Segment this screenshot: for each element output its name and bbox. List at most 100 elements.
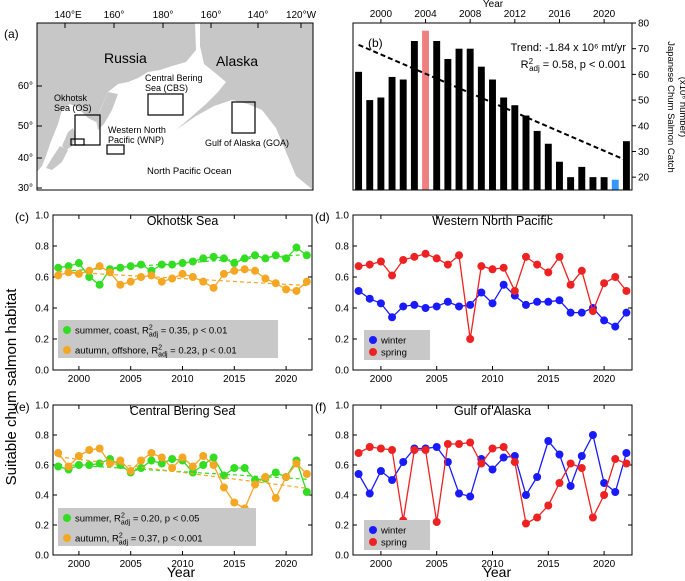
data-point (611, 455, 620, 463)
catch-plot-frame (352, 22, 633, 191)
data-point (199, 277, 208, 286)
data-point (85, 273, 94, 281)
data-point (116, 263, 125, 272)
data-point (399, 458, 408, 466)
data-point (521, 519, 530, 528)
catch-r2-annotation: R2 adj = 0.58, p < 0.001 (521, 57, 626, 73)
data-point (510, 452, 519, 460)
y-tick-label: 0.0 (335, 551, 349, 562)
legend: summer, R2 adj = 0.20, p < 0.05 autumn, R2… (58, 508, 256, 547)
data-point (455, 251, 464, 260)
data-point (188, 257, 197, 266)
y-tick-label: 0.4 (335, 304, 349, 315)
data-point (499, 443, 508, 451)
data-point (282, 473, 291, 481)
catch-bar-2000 (377, 97, 385, 190)
catch-y-ticks: 20 30 40 50 60 70 80 (632, 19, 650, 184)
data-point (302, 277, 311, 286)
data-point (168, 260, 177, 269)
catch-y-tick-label: 50 (638, 96, 650, 107)
data-point (95, 444, 104, 453)
data-point (555, 252, 564, 261)
data-point (282, 285, 291, 294)
data-point (354, 449, 363, 457)
data-point (95, 262, 104, 271)
legend-label: spring (381, 348, 407, 359)
data-point (376, 299, 385, 308)
legend-label: autumn, R2 adj = 0.37, p < 0.001 (75, 533, 203, 547)
legend-label: autumn, offshore, R2 adj = 0.23, p < 0.01 (75, 345, 237, 359)
x-tick-label: 2020 (275, 559, 298, 570)
data-point (443, 440, 452, 448)
y-tick-label: 0.8 (335, 242, 349, 253)
catch-bar-2002 (399, 79, 407, 190)
central-bering-sea-box (147, 93, 184, 116)
data-point (230, 464, 239, 472)
map-lon-label-120w: 120°W (286, 10, 317, 21)
data-point (488, 265, 497, 274)
alaska-landmass (176, 23, 313, 190)
data-point (488, 465, 497, 474)
legend-marker (63, 514, 71, 522)
data-point (54, 271, 63, 280)
y-tick-label: 0.6 (335, 273, 349, 284)
data-point (219, 269, 228, 278)
data-point (466, 438, 475, 447)
data-point (477, 288, 486, 297)
data-point (64, 462, 73, 471)
data-point (188, 462, 197, 471)
panel-label-c: (c) (15, 210, 29, 224)
data-point (168, 455, 177, 463)
data-point (577, 464, 586, 472)
shared-x-axis-label-left: Year (167, 564, 196, 580)
data-point (116, 456, 125, 465)
panel-title-c: Okhotsk Sea (147, 214, 219, 228)
data-point (510, 286, 519, 295)
catch-y-axis-unit: (x10⁶ number) (677, 77, 685, 137)
y-tick-label: 0.2 (35, 335, 49, 346)
y-tick-label: 1.0 (35, 211, 49, 222)
x-tick-label: 2015 (223, 374, 246, 385)
y-tick-label: 0.8 (35, 242, 49, 253)
data-point (126, 262, 135, 271)
legend-box (58, 508, 256, 546)
map-box-wnp-line2: Pacific (WNP) (108, 135, 164, 145)
catch-bar-2004 (422, 30, 429, 191)
panel-label-e: (e) (15, 400, 30, 414)
data-point (421, 304, 430, 312)
data-point (388, 476, 397, 484)
y-tick-label: 0.2 (335, 521, 349, 532)
y-tick-label: 0.8 (335, 431, 349, 442)
y-tick-label: 0.6 (35, 273, 49, 284)
x-tick-label: 2010 (171, 374, 194, 385)
data-point (188, 468, 197, 477)
data-point (354, 262, 363, 271)
x-tick-label: 2000 (370, 559, 393, 570)
data-point (488, 444, 497, 453)
data-point (137, 273, 146, 281)
data-point (178, 269, 187, 278)
data-point (240, 464, 249, 472)
data-point (157, 453, 166, 462)
panel-label-b: (b) (368, 36, 383, 50)
data-point (261, 473, 270, 481)
data-point (622, 308, 631, 317)
y-tick-label: 1.0 (335, 211, 349, 222)
data-point (622, 459, 631, 468)
data-point (199, 461, 208, 469)
series-trend-summer (58, 463, 307, 480)
data-point (209, 461, 218, 469)
panel-title-d: Western North Pacific (432, 214, 553, 228)
data-point (555, 450, 564, 459)
data-point (521, 300, 530, 309)
map-box-cbs-line1: Central Bering (145, 73, 203, 83)
data-point (388, 313, 397, 322)
data-point (137, 260, 146, 269)
data-point (544, 437, 553, 445)
legend-label: spring (381, 538, 407, 549)
data-point (116, 280, 125, 289)
y-tick-label: 0.4 (335, 491, 349, 502)
legend-marker (63, 326, 71, 334)
catch-bar-2014 (533, 130, 541, 190)
